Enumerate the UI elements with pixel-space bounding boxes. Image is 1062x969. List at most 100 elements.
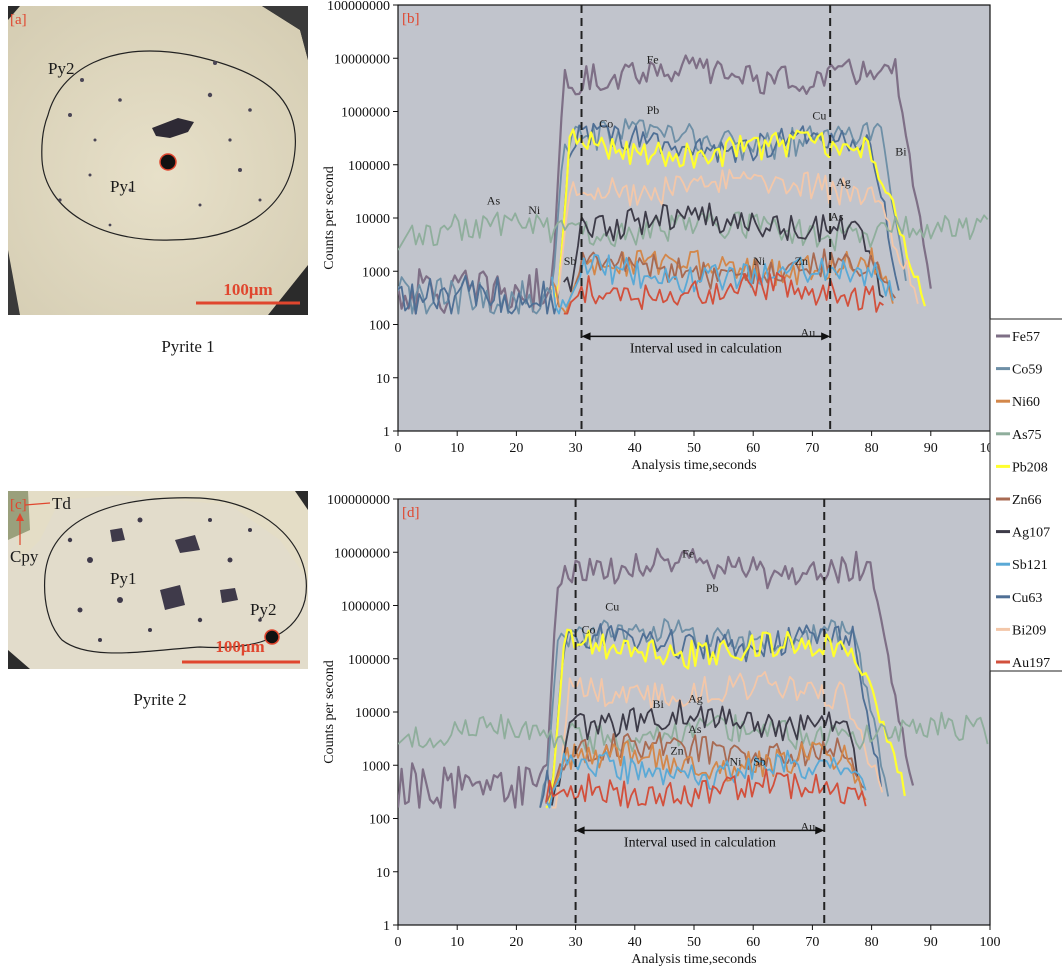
x-tick-label: 10: [450, 935, 464, 950]
x-tick-label: 80: [865, 935, 879, 950]
annotation-label: Pb: [647, 103, 660, 117]
y-tick-label: 100: [369, 319, 390, 334]
caption-pyrite-2: Pyrite 2: [133, 690, 186, 709]
series-Sb121: [551, 253, 894, 315]
annotation-label: Ag: [688, 692, 703, 706]
chart-b: 1101001000100001000001000000100000001000…: [322, 0, 1001, 473]
label-cpy: Cpy: [10, 547, 39, 566]
x-tick-label: 70: [805, 441, 819, 456]
y-tick-label: 1000: [362, 265, 390, 280]
series-Fe57: [398, 547, 915, 809]
legend-label: Zn66: [1012, 493, 1042, 508]
annotation-label: As: [688, 722, 702, 736]
panel-tag: [d]: [402, 505, 420, 521]
annotation-label: Sb: [753, 754, 766, 768]
series-Cu63: [398, 122, 900, 315]
y-axis-label: Counts per second: [322, 166, 337, 269]
annotation-label: Cu: [812, 109, 826, 123]
legend-label: Ni60: [1012, 395, 1040, 410]
series-Ni60: [545, 740, 867, 806]
label-py1-a: Py1: [110, 177, 136, 196]
annotation-label: Au: [801, 325, 816, 339]
y-tick-label: 100000000: [327, 493, 390, 508]
annotation-label: Zn: [670, 743, 683, 757]
label-td: Td: [52, 494, 71, 513]
legend-label: Ag107: [1012, 526, 1050, 541]
micrograph-a: [a] Py2 Py1 100μm: [8, 6, 308, 315]
series-Pb208: [545, 628, 906, 809]
py1-boundary-c: [43, 497, 307, 654]
annotation-label: Ag: [836, 175, 851, 189]
x-tick-label: 100: [980, 935, 1001, 950]
annotation-label: Zn: [795, 254, 808, 268]
label-py2-a: Py2: [48, 59, 74, 78]
y-tick-label: 1: [383, 919, 390, 934]
laser-spot-c: [264, 629, 280, 645]
x-tick-label: 30: [569, 935, 583, 950]
series-Bi209: [551, 168, 919, 307]
legend-label: Au197: [1012, 656, 1050, 671]
plot-area: [397, 498, 991, 926]
series-As75: [398, 711, 989, 755]
y-tick-label: 10: [376, 866, 390, 881]
caption-pyrite-1: Pyrite 1: [161, 337, 214, 356]
series-Fe57: [398, 54, 932, 315]
y-tick-label: 100: [369, 813, 390, 828]
series-Bi209: [551, 671, 884, 809]
series-lines: [398, 54, 989, 315]
x-tick-label: 50: [687, 441, 701, 456]
y-tick-label: 100000000: [327, 0, 390, 14]
arrow-td: [24, 502, 51, 506]
annotation-label: As: [487, 193, 501, 207]
annotation-label: Co: [599, 117, 613, 131]
y-tick-label: 1000000: [341, 600, 390, 615]
legend-label: Co59: [1012, 363, 1042, 378]
series-Sb121: [545, 749, 867, 809]
label-py1-c: Py1: [110, 569, 136, 588]
panel-tag-c: [c]: [10, 497, 27, 513]
x-tick-label: 20: [509, 441, 523, 456]
annotation-label: Ni: [753, 254, 766, 268]
x-axis-label: Analysis time,seconds: [631, 458, 756, 473]
y-tick-label: 10000: [355, 706, 390, 721]
annotation-label: As: [830, 209, 844, 223]
series-Au197: [545, 768, 867, 809]
series-lines: [398, 547, 989, 809]
series-Ni60: [551, 247, 894, 315]
legend-label: As75: [1012, 428, 1042, 443]
legend-label: Sb121: [1012, 558, 1048, 573]
scale-text-a: 100μm: [223, 280, 272, 299]
y-tick-label: 100000: [348, 653, 390, 668]
panel-tag: [b]: [402, 11, 420, 27]
x-tick-label: 10: [450, 441, 464, 456]
y-tick-label: 100000: [348, 159, 390, 174]
y-tick-label: 1000000: [341, 106, 390, 121]
annotation-label: Au: [801, 819, 816, 833]
x-tick-label: 60: [746, 935, 760, 950]
x-tick-label: 0: [395, 441, 402, 456]
x-tick-label: 0: [395, 935, 402, 950]
y-tick-label: 10: [376, 372, 390, 387]
series-As75: [398, 211, 989, 252]
py1-boundary-a: [41, 50, 296, 241]
plot-area: [397, 4, 991, 432]
x-tick-label: 80: [865, 441, 879, 456]
annotation-label: Sb: [564, 254, 577, 268]
y-tick-label: 1: [383, 425, 390, 440]
annotation-label: Bi: [895, 144, 907, 158]
x-tick-label: 50: [687, 935, 701, 950]
series-Zn66: [574, 248, 897, 299]
micrograph-c: [c] Td Cpy Py1 Py2 100μm: [8, 491, 308, 669]
interval-label: Interval used in calculation: [630, 341, 782, 356]
y-tick-label: 1000: [362, 759, 390, 774]
chart-d: 1101001000100001000001000000100000001000…: [322, 493, 1001, 967]
x-tick-label: 60: [746, 441, 760, 456]
annotation-label: Pb: [706, 581, 719, 595]
legend-label: Fe57: [1012, 330, 1040, 345]
x-tick-label: 30: [569, 441, 583, 456]
annotation-label: Fe: [682, 546, 694, 560]
laser-spot-a: [159, 153, 177, 171]
legend-box: [989, 318, 1062, 672]
x-tick-label: 70: [805, 935, 819, 950]
